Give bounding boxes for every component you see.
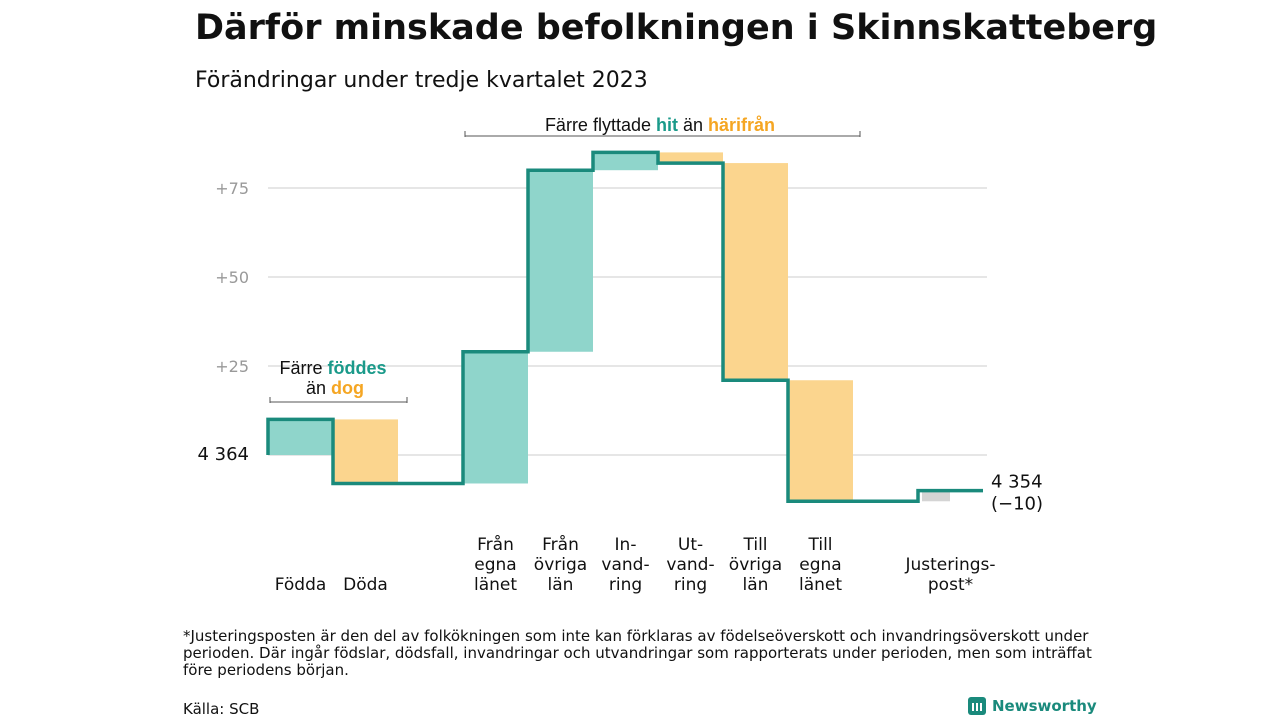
migration-annotation: Färre flyttade hit än härifrån: [545, 115, 775, 135]
births-annotation: än dog: [306, 378, 364, 398]
x-tick-label: Ut-: [678, 535, 703, 555]
bar: [268, 419, 333, 455]
net-change-label: (−10): [991, 494, 1043, 515]
x-tick-label: Från: [477, 534, 514, 555]
y-tick-label: +25: [215, 357, 249, 376]
end-value-label: 4 354: [991, 472, 1043, 493]
bar: [463, 351, 528, 484]
x-tick-label: Till: [742, 535, 767, 555]
x-tick-label: Till: [807, 535, 832, 555]
brand-name: Newsworthy: [992, 697, 1097, 715]
bar: [658, 152, 723, 164]
bar: [723, 163, 788, 381]
y-tick-label: +50: [215, 268, 249, 287]
x-tick-label: Födda: [275, 575, 327, 595]
x-tick-label: län: [743, 575, 769, 595]
x-tick-label: län: [548, 575, 574, 595]
bar: [788, 380, 853, 502]
y-tick-label: +75: [215, 179, 249, 198]
cumulative-step-line: [266, 150, 983, 504]
x-tick-label: övriga: [729, 555, 782, 575]
bar: [593, 152, 658, 171]
bar: [922, 490, 950, 502]
x-tick-label: Döda: [343, 575, 388, 595]
chart-title: Därför minskade befolkningen i Skinnskat…: [195, 8, 1158, 48]
x-tick-label: vand-: [666, 555, 714, 575]
start-value-label: 4 364: [197, 444, 249, 465]
chart-subtitle: Förändringar under tredje kvartalet 2023: [195, 68, 648, 93]
x-tick-label: egna: [474, 555, 516, 575]
waterfall-chart: +25+50+75 Födda DödaFrånegnalänetFrånövri…: [197, 115, 1043, 595]
births-annotation: Färre föddes: [279, 358, 386, 378]
x-tick-label: post*: [928, 575, 973, 595]
x-tick-label: Från: [542, 534, 579, 555]
x-tick-label: ring: [609, 575, 642, 595]
brand-logo: Newsworthy: [968, 697, 1097, 715]
source-note: Källa: SCB: [183, 700, 260, 718]
x-tick-label: ring: [674, 575, 707, 595]
bar: [528, 170, 593, 352]
x-tick-label: egna: [799, 555, 841, 575]
x-tick-label: vand-: [601, 555, 649, 575]
footnote: *Justeringsposten är den del av folkökni…: [183, 627, 1092, 679]
bar-chart-icon: [968, 697, 986, 715]
x-tick-label: Justerings-: [904, 555, 995, 575]
x-tick-label: länet: [474, 575, 517, 595]
x-tick-label: övriga: [534, 555, 587, 575]
x-tick-label: länet: [799, 575, 842, 595]
x-tick-label: In-: [615, 535, 637, 555]
bar: [333, 419, 398, 484]
